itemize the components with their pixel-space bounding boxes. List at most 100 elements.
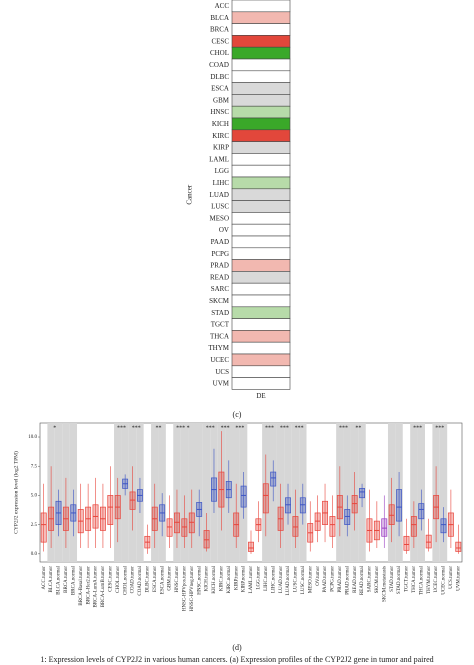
x-tick-label: BLCA.normal xyxy=(57,565,62,594)
row-label: UVM xyxy=(213,380,230,388)
box xyxy=(188,512,195,534)
row-label: STAD xyxy=(211,309,229,317)
significance: *** xyxy=(435,425,444,431)
axis-title: Cancer xyxy=(186,184,194,204)
box xyxy=(166,518,173,537)
significance: *** xyxy=(206,425,215,431)
x-tick-label: BRCA-Basal.tumor xyxy=(79,566,84,606)
heatmap-cell xyxy=(231,353,291,367)
box xyxy=(359,488,365,499)
row-label: PAAD xyxy=(211,238,229,246)
x-tick-label: BRCA-LumA.tumor xyxy=(94,566,99,608)
significance: *** xyxy=(117,425,126,431)
box xyxy=(292,516,299,537)
row-label: CESC xyxy=(211,37,229,45)
x-tick-label: UCS.tumor xyxy=(449,566,454,589)
row-label: UCEC xyxy=(210,356,229,364)
x-tick-label: KIRC.tumor xyxy=(220,566,225,591)
x-tick-label: LUAD.normal xyxy=(286,565,291,595)
x-tick-label: TGCT.tumor xyxy=(405,566,410,592)
x-tick-label: LUAD.tumor xyxy=(279,566,284,593)
box xyxy=(351,495,358,514)
x-tick-label: UCEC.normal xyxy=(442,565,447,594)
box xyxy=(403,535,410,551)
heatmap-cell xyxy=(231,141,291,154)
column-label: DE xyxy=(256,392,265,400)
x-tick-label: KICH.tumor xyxy=(205,566,210,592)
row-label: PCPG xyxy=(211,250,229,258)
x-tick-label: BRCA.normal xyxy=(71,565,76,595)
row-label: ACC xyxy=(215,2,230,10)
x-tick-label: LIHC.normal xyxy=(271,565,276,593)
x-tick-label: STAD.tumor xyxy=(390,566,395,592)
x-tick-label: THCA.normal xyxy=(419,565,424,595)
x-tick-label: BLCA.tumor xyxy=(49,566,54,593)
heatmap-cell xyxy=(231,247,291,260)
row-label: DLBC xyxy=(210,73,229,81)
box xyxy=(240,485,247,508)
box xyxy=(329,516,336,537)
x-tick-label: LUSC.normal xyxy=(301,565,306,594)
x-tick-label: KIRP.tumor xyxy=(234,566,239,590)
heatmap-cell xyxy=(231,200,291,213)
box xyxy=(285,497,291,514)
shade xyxy=(202,423,211,562)
row-label: GBM xyxy=(213,96,230,104)
significance: *** xyxy=(413,425,422,431)
box xyxy=(262,483,269,514)
x-tick-label: BRCA-LumB.tumor xyxy=(101,566,106,608)
heatmap-cell xyxy=(231,153,291,166)
heatmap-cell xyxy=(231,70,291,83)
x-tick-label: SARC.tumor xyxy=(368,566,373,593)
x-tick-label: HNSC-HPVpos.tumor xyxy=(183,566,188,611)
heatmap-cell xyxy=(231,11,291,24)
row-label: THCA xyxy=(210,332,229,340)
box xyxy=(388,504,395,525)
box xyxy=(129,491,136,510)
shade xyxy=(158,423,166,562)
x-tick-label: CESC.tumor xyxy=(108,566,113,592)
x-tick-label: THCA.tumor xyxy=(412,566,417,593)
x-tick-label: MESO.tumor xyxy=(308,566,313,593)
row-label: KIRP xyxy=(213,144,229,152)
box xyxy=(174,512,180,534)
box xyxy=(270,471,277,487)
significance: *** xyxy=(235,425,244,431)
box xyxy=(425,534,432,549)
significance: * xyxy=(187,425,190,431)
x-tick-label: CHOL.tumor xyxy=(116,566,121,593)
heatmap-cell xyxy=(231,271,291,284)
x-tick-label: HNSC.tumor xyxy=(175,566,180,593)
box xyxy=(181,518,188,537)
box xyxy=(314,512,321,531)
row-label: UCS xyxy=(215,368,229,376)
heatmap-cell xyxy=(231,330,291,343)
heatmap-cell xyxy=(231,318,291,331)
x-tick-label: THYM.tumor xyxy=(427,566,432,594)
x-tick-label: LIHC.tumor xyxy=(264,566,269,591)
significance: *** xyxy=(280,425,289,431)
significance: *** xyxy=(132,425,141,431)
panel-label: (d) xyxy=(232,643,242,652)
row-label: SKCM xyxy=(209,297,230,305)
heatmap-cell xyxy=(231,129,291,142)
x-tick-label: CHOL.normal xyxy=(123,565,128,595)
heatmap-cell xyxy=(231,294,291,308)
row-label: LUSC xyxy=(211,203,229,211)
row-label: OV xyxy=(219,226,229,234)
row-label: MESO xyxy=(210,214,229,222)
shade xyxy=(343,423,351,562)
x-tick-label: KIRP.normal xyxy=(242,565,247,592)
box xyxy=(248,541,254,552)
heatmap-cell xyxy=(231,306,291,319)
x-tick-label: OV.tumor xyxy=(316,566,321,586)
x-tick-label: HNSC.normal xyxy=(197,565,202,594)
row-label: READ xyxy=(210,273,229,281)
heatmap-cell xyxy=(231,282,291,296)
y-tick-label: 10.0 xyxy=(28,435,37,440)
heatmap-cell xyxy=(231,23,291,36)
row-label: COAD xyxy=(209,61,229,69)
box xyxy=(410,516,417,537)
significance: ** xyxy=(355,425,361,431)
row-label: HNSC xyxy=(210,108,229,116)
